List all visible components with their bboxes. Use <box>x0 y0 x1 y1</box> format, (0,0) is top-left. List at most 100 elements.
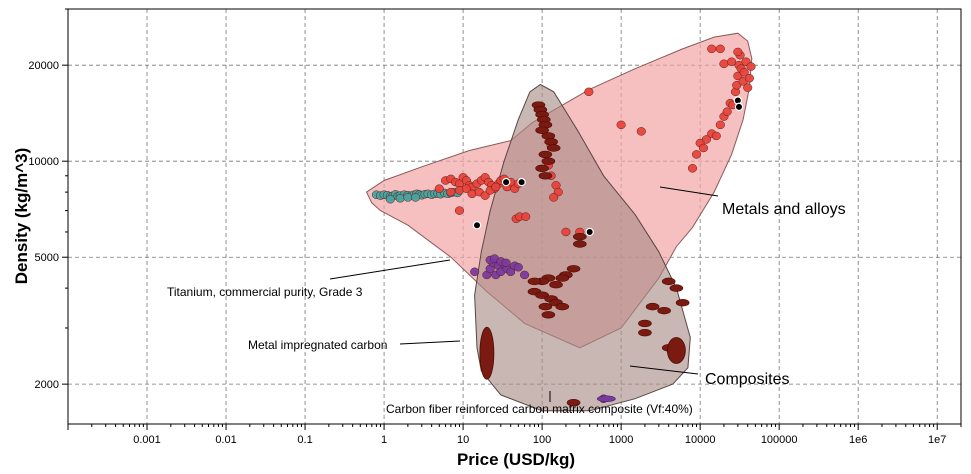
data-points <box>371 44 756 407</box>
metals-point <box>454 206 465 215</box>
metals-point <box>739 68 749 77</box>
metals-point <box>616 120 626 130</box>
titanium-point <box>513 263 523 272</box>
metals-point <box>719 59 729 69</box>
composite-blob-mark <box>666 337 686 364</box>
x-tick-label: 0.1 <box>297 434 312 446</box>
metals-point <box>434 184 444 193</box>
composites-point <box>638 319 652 328</box>
metals-point <box>521 212 531 221</box>
composites-point <box>527 277 542 286</box>
composites-point <box>535 126 549 134</box>
steels-point <box>410 193 421 202</box>
metals-point <box>715 44 725 54</box>
annotation-label: Composites <box>705 371 789 388</box>
composites-point <box>645 302 660 311</box>
x-tick-label: 10000 <box>685 434 716 446</box>
metals-point <box>491 182 501 192</box>
metals-point <box>711 131 721 141</box>
composites-point <box>669 284 684 292</box>
metals-point <box>549 193 559 202</box>
plot-frame <box>67 8 962 425</box>
metals-point <box>744 73 754 83</box>
x-tick-label: 1e6 <box>849 434 867 446</box>
metals-point <box>461 184 471 193</box>
plot-border <box>67 8 962 425</box>
y-tick-label: 2000 <box>35 379 59 391</box>
metals-point <box>446 187 456 197</box>
metals-point <box>691 150 702 159</box>
cfrc-mark <box>597 395 616 403</box>
steels-point <box>395 194 405 203</box>
x-axis-label: Price (USD/kg) <box>457 450 575 469</box>
annotations: Metals and alloys Composites Titanium, com… <box>167 186 846 416</box>
composites-point <box>566 398 581 407</box>
metals-point <box>698 143 708 153</box>
annotation-label: Carbon fiber reinforced carbon matrix co… <box>386 402 693 416</box>
composites-point <box>546 144 561 152</box>
composites-point <box>541 311 556 319</box>
annotation-label: Metal impregnated carbon <box>248 338 387 352</box>
metals-point <box>707 44 717 54</box>
composites-point <box>638 328 652 337</box>
annotation-leader <box>329 259 451 280</box>
y-tick-label: 5000 <box>35 252 59 264</box>
annotation-label: Metals and alloys <box>722 201 846 218</box>
metals-point <box>687 164 698 173</box>
composites-point <box>675 299 690 307</box>
highlight-point <box>585 227 594 237</box>
y-tick-label: 20000 <box>28 60 59 72</box>
titanium-point <box>506 267 516 277</box>
metals-point <box>746 62 756 71</box>
steels-point <box>403 193 413 202</box>
x-tick-label: 0.001 <box>133 434 161 446</box>
steels-point <box>385 194 395 204</box>
composites-point <box>538 302 553 311</box>
x-tick-label: 100 <box>533 434 551 446</box>
composites-point <box>549 281 563 289</box>
x-tick-label: 10 <box>457 434 469 446</box>
metals-point <box>732 81 742 90</box>
annotation-leader <box>659 186 719 197</box>
highlight-point <box>472 220 482 230</box>
composites-point <box>573 232 587 241</box>
annotation-leader <box>399 340 461 345</box>
x-tick-label: 0.01 <box>215 434 236 446</box>
annotation-label: Titanium, commercial purity, Grade 3 <box>167 285 363 299</box>
x-tick-label: 1 <box>381 434 387 446</box>
metals-point <box>701 135 711 144</box>
composites-point <box>535 164 549 172</box>
titanium-point <box>470 267 480 277</box>
metals-point <box>743 83 753 92</box>
composites-point <box>661 277 676 286</box>
composites-point <box>538 150 553 159</box>
composites-point <box>573 240 587 248</box>
metals-point <box>733 47 743 57</box>
annotation-leader <box>629 365 699 375</box>
metals-point <box>584 87 594 97</box>
metals-point <box>561 227 571 237</box>
metals-point <box>722 107 732 116</box>
y-tick-label: 10000 <box>28 156 59 168</box>
highlight-point <box>734 102 744 112</box>
composites-point <box>541 157 556 165</box>
x-tick-label: 1e7 <box>928 434 946 446</box>
x-tick-label: 1000 <box>609 434 633 446</box>
y-axis-label: Density (kg/m^3) <box>12 148 31 285</box>
composites-point <box>538 172 553 180</box>
metals-point <box>727 57 737 66</box>
composites-point <box>555 274 570 282</box>
axis-ticks: 0.001 0.01 0.1 1 10 100 1000 10000 100000 1e6 1e7 2… <box>28 8 962 446</box>
highlight-point <box>517 177 526 187</box>
highlight-point <box>501 177 511 187</box>
titanium-point <box>520 270 530 280</box>
composites-point <box>555 302 570 311</box>
x-tick-label: 100000 <box>761 434 798 446</box>
metal-impregnated-carbon-mark <box>479 326 495 380</box>
composites-point <box>544 138 558 146</box>
metals-point <box>636 127 646 136</box>
titanium-point <box>501 258 511 268</box>
composites-point <box>566 265 581 273</box>
composites-point <box>657 306 671 315</box>
